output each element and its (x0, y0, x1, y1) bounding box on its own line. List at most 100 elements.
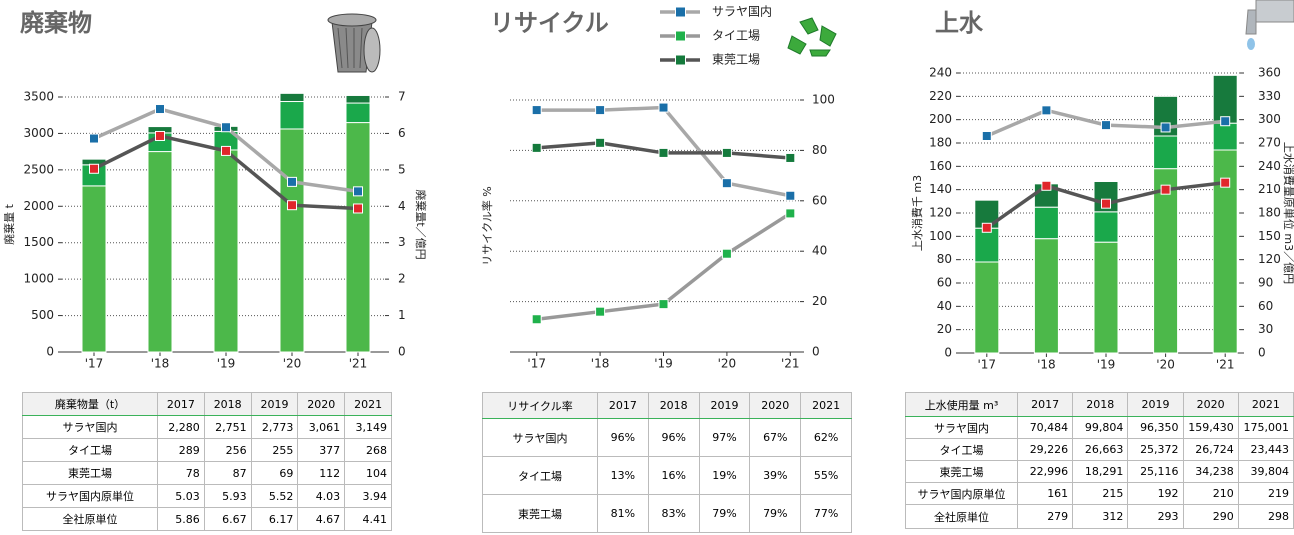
y-tick-label: 160 (929, 159, 952, 173)
table-cell: タイ工場 (905, 438, 1018, 461)
x-tick-label: '18 (591, 357, 610, 371)
y2-tick-label: 3 (398, 235, 406, 249)
x-tick-label: '21 (781, 357, 800, 371)
x-tick-label: '19 (1097, 358, 1116, 372)
table-cell: 69 (250, 461, 299, 485)
table-cell: 23,443 (1237, 438, 1294, 461)
header-cell: 2017 (597, 392, 649, 419)
table-cell: 215 (1072, 482, 1129, 505)
y2-tick-label: 60 (1258, 299, 1273, 313)
table-cell: 96% (597, 418, 649, 457)
y2-tick-label: 150 (1258, 229, 1281, 243)
y2-tick-label: 1 (398, 308, 406, 322)
marker (155, 130, 165, 141)
marker (1160, 184, 1171, 195)
x-tick-label: '20 (283, 357, 302, 371)
marker (531, 142, 542, 153)
y2-tick-label: 6 (398, 126, 406, 140)
legend-label: 東莞工場 (712, 53, 760, 67)
table-cell: サラヤ国内 (905, 416, 1018, 439)
chart-title: リサイクル (490, 9, 609, 37)
bar-segment (279, 128, 305, 353)
header-cell: 2017 (157, 392, 205, 416)
y2-tick-label: 2 (398, 272, 406, 286)
y-tick-label: 40 (812, 244, 827, 258)
table-cell: 22,996 (1016, 460, 1074, 483)
table-cell: 4.41 (344, 507, 392, 531)
marker (721, 248, 732, 259)
y2-tick-label: 0 (398, 345, 406, 359)
table-cell: 26,663 (1072, 438, 1129, 461)
marker (287, 200, 297, 211)
marker (287, 176, 297, 187)
x-tick-label: '17 (978, 358, 997, 372)
table-cell: 256 (203, 438, 252, 462)
table-cell: 3,149 (344, 415, 392, 439)
bar-segment (1093, 241, 1119, 354)
y2-tick-label: 180 (1258, 206, 1281, 220)
marker (1041, 105, 1052, 116)
y-tick-label: 60 (812, 193, 827, 207)
y-tick-label: 0 (812, 345, 820, 359)
marker (89, 133, 99, 144)
legend-label: タイ工場 (712, 29, 760, 43)
data-table: リサイクル率 2017 2018 2019 2020 2021 サラヤ国内 96% 96% 97%… (482, 392, 852, 533)
table-cell: 東莞工場 (905, 460, 1018, 483)
y-tick-label: 200 (929, 112, 952, 126)
y-tick-label: 60 (937, 276, 952, 290)
table-cell: 3,061 (297, 415, 346, 439)
header-cell: 2021 (344, 392, 392, 416)
marker (353, 186, 363, 197)
bar-segment (279, 101, 305, 130)
bar-segment (345, 94, 371, 104)
y-tick-label: 80 (937, 252, 952, 266)
y-axis-label: 廃棄量 t (2, 203, 16, 244)
bar-segment (1212, 74, 1238, 124)
y-tick-label: 100 (812, 93, 835, 107)
bar-segment (345, 122, 371, 353)
x-tick-label: '18 (1037, 358, 1056, 372)
table-cell: 5.86 (157, 507, 205, 531)
bar-segment (1093, 211, 1119, 243)
table-cell: 55% (800, 456, 852, 495)
y-tick-label: 3000 (23, 126, 54, 140)
bar-segment (147, 151, 173, 353)
y-tick-label: 1500 (23, 235, 54, 249)
table-cell: サラヤ国内 (482, 418, 598, 457)
header-cell: 2019 (698, 392, 751, 419)
y2-tick-label: 210 (1258, 182, 1281, 196)
table-cell: 99,804 (1072, 416, 1129, 439)
y-tick-label: 40 (937, 299, 952, 313)
marker (721, 178, 732, 189)
y2-axis-label: 上水消費量原単位 m3／億円 (1282, 142, 1294, 284)
table-cell: 6.67 (203, 507, 252, 531)
trash-icon (327, 13, 381, 73)
table-cell: 5.52 (250, 484, 299, 508)
y-tick-label: 220 (929, 89, 952, 103)
table-cell: タイ工場 (482, 456, 598, 495)
header-cell: 2018 (647, 392, 700, 419)
y2-tick-label: 330 (1258, 89, 1281, 103)
table-cell: 25,372 (1127, 438, 1184, 461)
header-cell: 2021 (1237, 392, 1294, 417)
header-cell: 2019 (250, 392, 299, 416)
legend-marker (675, 54, 686, 66)
table-cell: 289 (157, 438, 205, 462)
table-cell: 255 (250, 438, 299, 462)
table-cell: 3.94 (344, 484, 392, 508)
table-cell: 192 (1127, 482, 1184, 505)
table-cell: 96% (647, 418, 700, 457)
table-cell: 26,724 (1182, 438, 1239, 461)
x-tick-label: '21 (349, 357, 368, 371)
table-cell: 18,291 (1072, 460, 1129, 483)
marker (531, 314, 542, 325)
header-cell: 2020 (297, 392, 346, 416)
y2-axis-label: 廃棄量t／億円 (414, 189, 428, 259)
y-tick-label: 0 (46, 345, 54, 359)
table-cell: 161 (1016, 482, 1074, 505)
y2-tick-label: 7 (398, 90, 406, 104)
y2-tick-label: 240 (1258, 159, 1281, 173)
table-cell: 2,773 (250, 415, 299, 439)
table-cell: 210 (1182, 482, 1239, 505)
